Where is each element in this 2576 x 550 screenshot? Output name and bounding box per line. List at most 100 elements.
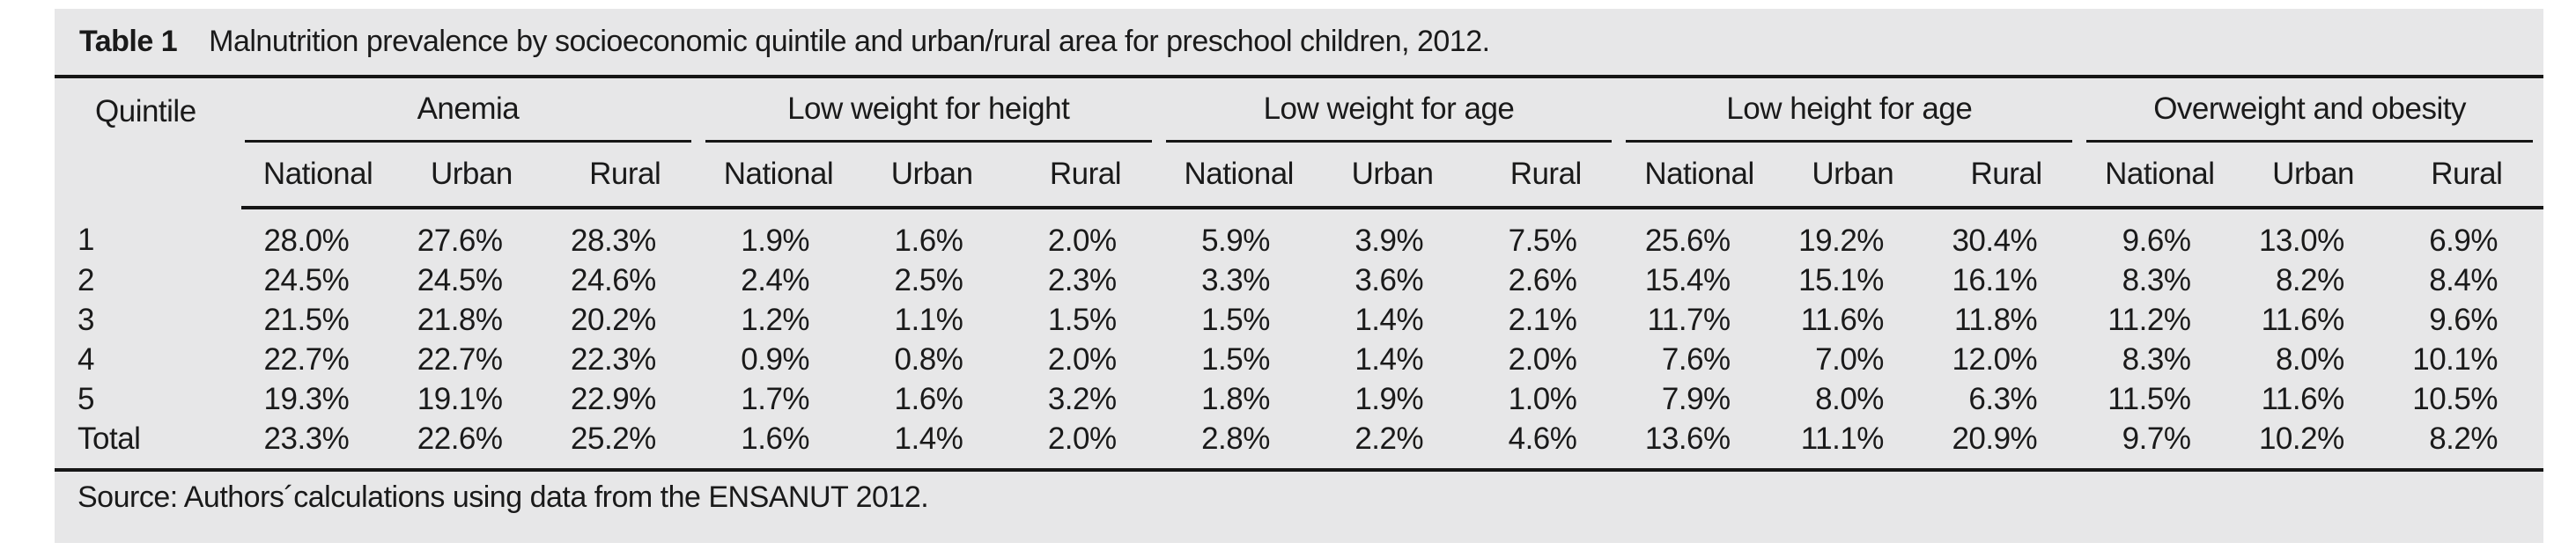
subheader-national: National (701, 143, 856, 209)
subheader-national: National (1622, 143, 1776, 209)
subheader-rural: Rural (548, 143, 702, 209)
data-cell: 2.4% (741, 262, 810, 297)
data-cell: 2.0% (1047, 223, 1117, 258)
data-cell: 1.9% (741, 223, 810, 258)
group-header-low-height-for-age: Low height for age (1622, 78, 2083, 143)
group-header-label: Low height for age (1726, 92, 1973, 126)
data-cell: 8.0% (1815, 381, 1884, 416)
data-cell: 5.9% (1201, 223, 1270, 258)
data-cell: 1.4% (894, 421, 963, 456)
data-cell: 1.7% (741, 381, 810, 416)
malnutrition-table: Quintile Anemia Low weight for height Lo… (55, 78, 2543, 468)
column-header-quintile: Quintile (95, 94, 196, 128)
group-header-row: Quintile Anemia Low weight for height Lo… (55, 78, 2543, 143)
data-cell: 19.3% (263, 381, 350, 416)
data-cell: 10.5% (2412, 381, 2498, 416)
table-caption: Table 1 Malnutrition prevalence by socio… (55, 9, 2543, 75)
data-cell: 19.2% (1798, 223, 1884, 258)
data-cell: 11.8% (1954, 302, 2038, 337)
data-cell: 2.0% (1508, 341, 1577, 377)
data-cell: 12.0% (1952, 341, 2038, 377)
group-header-low-weight-for-height: Low weight for height (702, 78, 1163, 143)
data-cell: 0.9% (741, 341, 810, 377)
data-cell: 22.3% (571, 341, 656, 377)
data-cell: 1.9% (1354, 381, 1424, 416)
data-cell: 11.1% (1800, 421, 1885, 456)
data-cell: 11.5% (2107, 381, 2191, 416)
data-cell: 7.6% (1661, 341, 1731, 377)
data-cell: 9.6% (2429, 302, 2498, 337)
data-cell: 11.6% (2261, 302, 2345, 337)
source-note: Source: Authors´calculations using data … (78, 480, 929, 514)
data-cell: 22.9% (571, 381, 656, 416)
subheader-national: National (2083, 143, 2237, 209)
data-cell: 3.3% (1201, 262, 1270, 297)
divider-top (55, 75, 2543, 78)
data-cell: 1.4% (1354, 341, 1424, 377)
subheader-rural: Rural (1469, 143, 1623, 209)
data-cell: 15.1% (1798, 262, 1884, 297)
data-cell: 10.1% (2412, 341, 2498, 377)
data-cell: 2.6% (1508, 262, 1577, 297)
data-cell: 1.4% (1354, 302, 1424, 337)
data-cell: 22.7% (417, 341, 503, 377)
table-row-quintile-5: 5 19.3% 19.1% 22.9% 1.7% 1.6% 3.2% 1.8% … (55, 379, 2543, 419)
data-cell: 1.0% (1508, 381, 1577, 416)
subheader-urban: Urban (1315, 143, 1470, 209)
data-cell: 1.6% (894, 223, 963, 258)
subheader-rural: Rural (1929, 143, 2084, 209)
row-label: Total (78, 421, 141, 456)
data-cell: 13.0% (2258, 223, 2344, 258)
data-cell: 8.3% (2122, 262, 2191, 297)
data-cell: 19.1% (417, 381, 503, 416)
row-label: 1 (78, 222, 94, 257)
data-cell: 2.1% (1508, 302, 1577, 337)
data-cell: 7.0% (1815, 341, 1884, 377)
data-cell: 0.8% (894, 341, 963, 377)
subheader-row: National Urban Rural National Urban Rura… (55, 143, 2543, 209)
subheader-rural: Rural (2389, 143, 2543, 209)
group-header-label: Low weight for age (1263, 92, 1515, 126)
data-cell: 3.6% (1354, 262, 1424, 297)
subheader-urban: Urban (1775, 143, 1930, 209)
data-cell: 11.6% (2261, 381, 2345, 416)
data-cell: 24.6% (571, 262, 656, 297)
data-cell: 24.5% (417, 262, 503, 297)
data-cell: 20.2% (571, 302, 656, 337)
data-cell: 7.5% (1508, 223, 1577, 258)
table-row-quintile-2: 2 24.5% 24.5% 24.6% 2.4% 2.5% 2.3% 3.3% … (55, 260, 2543, 300)
subheader-urban: Urban (855, 143, 1009, 209)
data-cell: 16.1% (1952, 262, 2038, 297)
subheader-urban: Urban (2236, 143, 2390, 209)
data-cell: 8.4% (2429, 262, 2498, 297)
data-cell: 23.3% (263, 421, 350, 456)
data-cell: 2.0% (1047, 421, 1117, 456)
data-cell: 11.6% (1800, 302, 1885, 337)
data-cell: 2.2% (1354, 421, 1424, 456)
data-cell: 8.2% (2429, 421, 2498, 456)
table-card: Table 1 Malnutrition prevalence by socio… (55, 9, 2543, 543)
data-cell: 15.4% (1644, 262, 1731, 297)
data-cell: 1.5% (1201, 341, 1270, 377)
data-cell: 28.3% (571, 223, 656, 258)
table-row-quintile-3: 3 21.5% 21.8% 20.2% 1.2% 1.1% 1.5% 1.5% … (55, 300, 2543, 340)
data-cell: 25.6% (1644, 223, 1731, 258)
data-cell: 1.6% (894, 381, 963, 416)
row-label: 5 (78, 381, 94, 416)
subheader-urban: Urban (395, 143, 549, 209)
data-cell: 24.5% (263, 262, 350, 297)
data-cell: 11.2% (2107, 302, 2191, 337)
data-cell: 30.4% (1952, 223, 2038, 258)
group-header-label: Anemia (417, 92, 520, 126)
table-title: Malnutrition prevalence by socioeconomic… (209, 25, 1490, 58)
table-number-label: Table 1 (79, 25, 178, 58)
data-cell: 3.9% (1354, 223, 1424, 258)
data-cell: 22.7% (263, 341, 350, 377)
data-cell: 21.8% (417, 302, 503, 337)
group-header-label: Overweight and obesity (2153, 92, 2466, 126)
data-cell: 10.2% (2258, 421, 2344, 456)
subheader-national: National (241, 143, 395, 209)
table-row-quintile-1: 1 28.0% 27.6% 28.3% 1.9% 1.6% 2.0% 5.9% … (55, 208, 2543, 260)
data-cell: 8.2% (2275, 262, 2344, 297)
